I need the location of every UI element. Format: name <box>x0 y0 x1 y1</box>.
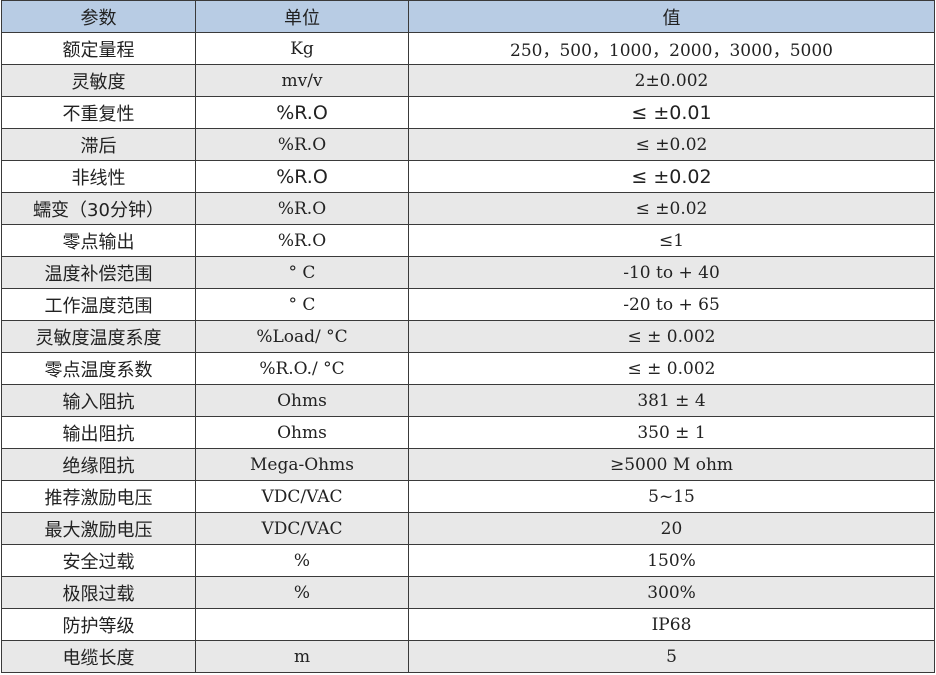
cell-value: IP68 <box>408 608 935 641</box>
cell-unit: % <box>195 576 409 609</box>
cell-unit: %R.O <box>195 128 409 161</box>
table-row: 极限过载% 300% <box>1 576 935 609</box>
cell-param: 防护等级 <box>1 608 196 641</box>
cell-param: 电缆长度 <box>1 640 196 673</box>
cell-value: 2±0.002 <box>408 64 935 97</box>
cell-value: 350 ± 1 <box>408 416 935 449</box>
cell-unit: ° C <box>195 256 409 289</box>
cell-unit: Mega-Ohms <box>195 448 409 481</box>
cell-value: 381 ± 4 <box>408 384 935 417</box>
cell-param: 零点温度系数 <box>1 352 196 385</box>
table-row: 输出阻抗 Ohms 350 ± 1 <box>1 416 935 449</box>
cell-unit: m <box>195 640 409 673</box>
cell-value: 20 <box>408 512 935 545</box>
table-row: 输入阻抗 Ohms 381 ± 4 <box>1 384 935 417</box>
cell-value: 5 <box>408 640 935 673</box>
cell-param: 灵敏度温度系度 <box>1 320 196 353</box>
table-row: 绝缘阻抗 Mega-Ohms ≥5000 M ohm <box>1 448 935 481</box>
cell-param: 极限过载 <box>1 576 196 609</box>
header-value: 值 <box>408 0 935 33</box>
cell-unit: mv/v <box>195 64 409 97</box>
cell-param: 工作温度范围 <box>1 288 196 321</box>
cell-param: 滞后 <box>1 128 196 161</box>
table-row: 灵敏度 mv/v 2±0.002 <box>1 64 935 97</box>
cell-unit: % <box>195 544 409 577</box>
cell-value: -20 to + 65 <box>408 288 935 321</box>
cell-unit: ° C <box>195 288 409 321</box>
cell-param: 安全过载 <box>1 544 196 577</box>
cell-unit: %R.O <box>195 192 409 225</box>
table-row: 灵敏度温度系度 %Load/ °C ≤ ± 0.002 <box>1 320 935 353</box>
table-row: 零点输出 %R.O ≤1 <box>1 224 935 257</box>
table-row: 温度补偿范围 ° C -10 to + 40 <box>1 256 935 289</box>
cell-unit: Ohms <box>195 384 409 417</box>
cell-value: 5~15 <box>408 480 935 513</box>
cell-value: ≥5000 M ohm <box>408 448 935 481</box>
cell-param: 温度补偿范围 <box>1 256 196 289</box>
cell-value: 150% <box>408 544 935 577</box>
cell-value: ≤ ±0.02 <box>408 128 935 161</box>
cell-param: 推荐激励电压 <box>1 480 196 513</box>
header-param: 参数 <box>1 0 196 33</box>
table-row: 安全过载% 150% <box>1 544 935 577</box>
cell-value: -10 to + 40 <box>408 256 935 289</box>
cell-value: ≤ ±0.01 <box>408 96 935 129</box>
cell-unit: %R.O <box>195 96 409 129</box>
table-row: 最大激励电压 VDC/VAC 20 <box>1 512 935 545</box>
table-row: 滞后 %R.O ≤ ±0.02 <box>1 128 935 161</box>
cell-param: 输出阻抗 <box>1 416 196 449</box>
cell-unit: %R.O <box>195 224 409 257</box>
header-row: 参数 单位 值 <box>1 0 935 33</box>
cell-unit: Kg <box>195 32 409 65</box>
cell-unit: %R.O <box>195 160 409 193</box>
cell-value: ≤1 <box>408 224 935 257</box>
cell-unit <box>195 608 409 641</box>
cell-value: ≤ ± 0.002 <box>408 352 935 385</box>
cell-unit: %Load/ °C <box>195 320 409 353</box>
cell-unit: VDC/VAC <box>195 480 409 513</box>
cell-value: 250，500，1000，2000，3000，5000 <box>408 32 935 65</box>
cell-unit: %R.O./ °C <box>195 352 409 385</box>
table-row: 工作温度范围 ° C -20 to + 65 <box>1 288 935 321</box>
cell-param: 额定量程 <box>1 32 196 65</box>
cell-param: 零点输出 <box>1 224 196 257</box>
header-unit: 单位 <box>195 0 409 33</box>
cell-value: ≤ ±0.02 <box>408 192 935 225</box>
table-row: 蠕变（30分钟） %R.O ≤ ±0.02 <box>1 192 935 225</box>
table-row: 额定量程 Kg 250，500，1000，2000，3000，5000 <box>1 32 935 65</box>
table-row: 电缆长度 m 5 <box>1 640 935 673</box>
table-row: 零点温度系数 %R.O./ °C ≤ ± 0.002 <box>1 352 935 385</box>
cell-value: ≤ ±0.02 <box>408 160 935 193</box>
cell-param: 最大激励电压 <box>1 512 196 545</box>
cell-value: ≤ ± 0.002 <box>408 320 935 353</box>
table-row: 推荐激励电压 VDC/VAC 5~15 <box>1 480 935 513</box>
table-row: 不重复性 %R.O ≤ ±0.01 <box>1 96 935 129</box>
cell-param: 绝缘阻抗 <box>1 448 196 481</box>
cell-param: 输入阻抗 <box>1 384 196 417</box>
cell-unit: VDC/VAC <box>195 512 409 545</box>
cell-unit: Ohms <box>195 416 409 449</box>
cell-param: 灵敏度 <box>1 64 196 97</box>
cell-param: 不重复性 <box>1 96 196 129</box>
table-row: 防护等级 IP68 <box>1 608 935 641</box>
cell-param: 非线性 <box>1 160 196 193</box>
cell-value: 300% <box>408 576 935 609</box>
cell-param: 蠕变（30分钟） <box>1 192 196 225</box>
table-row: 非线性 %R.O ≤ ±0.02 <box>1 160 935 193</box>
